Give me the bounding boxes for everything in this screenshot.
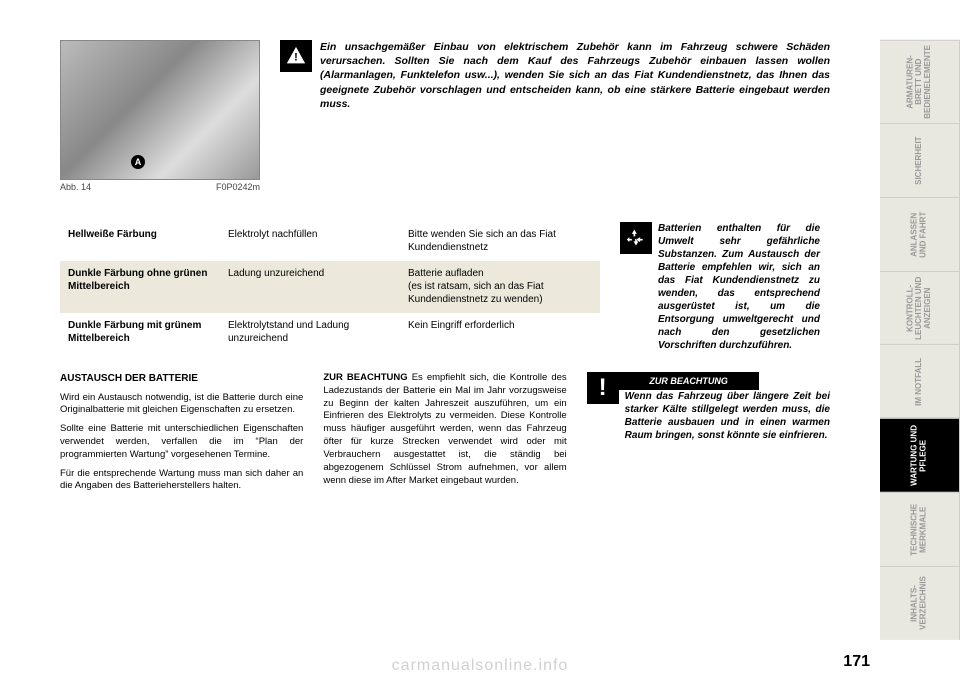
cell-2-1: Elektrolytstand und Ladung unzureichend [220, 313, 400, 352]
top-warning-box: ! Ein unsachgemäßer Einbau von elektrisc… [280, 40, 830, 192]
figure-caption: Abb. 14 F0P0242m [60, 182, 260, 192]
col-left-p2: Sollte eine Batterie mit unterschiedlich… [60, 423, 303, 461]
tab-anlassen[interactable]: ANLASSEN UND FAHRT [880, 197, 960, 271]
col-left-heading: AUSTAUSCH DER BATTERIE [60, 372, 303, 386]
cell-2-0: Dunkle Färbung mit grünem Mittelbereich [60, 313, 220, 352]
col-right: ZUR BEACHTUNG ! Wenn das Fahrzeug über l… [587, 372, 830, 499]
tab-im-notfall[interactable]: IM NOTFALL [880, 344, 960, 418]
table-row: Hellweiße Färbung Elektrolyt nachfüllen … [60, 222, 830, 352]
tab-kontrollleuchten[interactable]: KONTROLL- LEUCHTEN UND ANZEIGEN [880, 271, 960, 345]
cell-0-2: Bitte wenden Sie sich an das Fiat Kunden… [400, 222, 600, 261]
svg-text:!: ! [294, 52, 298, 64]
cell-1-2: Batterie aufladen (es ist ratsam, sich a… [400, 261, 600, 313]
top-warning-text: Ein unsachgemäßer Einbau von elektrische… [320, 40, 830, 192]
attention-header: ZUR BEACHTUNG [587, 372, 830, 390]
cell-0-0: Hellweiße Färbung [60, 222, 220, 261]
top-row: A Abb. 14 F0P0242m ! Ein unsachgemäßer E… [60, 40, 830, 192]
battery-table: Hellweiße Färbung Elektrolyt nachfüllen … [60, 222, 600, 352]
eco-text: Batterien enthalten für die Umwelt sehr … [658, 222, 820, 352]
col-left-p1: Wird ein Austausch notwendig, ist die Ba… [60, 392, 303, 418]
table-row-2: Dunkle Färbung mit grünem Mittelbereich … [60, 313, 600, 352]
figure-block: A Abb. 14 F0P0242m [60, 40, 260, 192]
table-row-0: Hellweiße Färbung Elektrolyt nachfüllen … [60, 222, 600, 261]
figure-caption-left: Abb. 14 [60, 182, 91, 192]
attention-text: Wenn das Fahrzeug über längere Zeit bei … [625, 390, 830, 442]
cell-0-1: Elektrolyt nachfüllen [220, 222, 400, 261]
attention-tab: ZUR BEACHTUNG [619, 372, 759, 390]
table-row-1: Dunkle Färbung ohne grünen Mittelbereich… [60, 261, 600, 313]
tab-armaturen[interactable]: ARMATUREN- BRETT UND BEDIENELEMENTE [880, 40, 960, 123]
col-left: AUSTAUSCH DER BATTERIE Wird ein Austausc… [60, 372, 303, 499]
cell-1-1: Ladung unzureichend [220, 261, 400, 313]
cell-2-2: Kein Eingriff erforderlich [400, 313, 600, 352]
col-mid-lead: ZUR BEACHTUNG [323, 372, 407, 383]
tab-wartung[interactable]: WARTUNG UND PFLEGE [880, 418, 960, 492]
tab-sicherheit[interactable]: SICHERHEIT [880, 123, 960, 197]
cell-1-0: Dunkle Färbung ohne grünen Mittelbereich [60, 261, 220, 313]
page-content: A Abb. 14 F0P0242m ! Ein unsachgemäßer E… [60, 40, 830, 640]
figure-caption-right: F0P0242m [216, 182, 260, 192]
col-left-p3: Für die entsprechende Wartung muss man s… [60, 468, 303, 494]
warning-triangle-icon: ! [280, 40, 312, 72]
section-tabs: ARMATUREN- BRETT UND BEDIENELEMENTE SICH… [880, 40, 960, 640]
col-mid: ZUR BEACHTUNG Es empfiehlt sich, die Kon… [323, 372, 566, 499]
tab-technische[interactable]: TECHNISCHE MERKMALE [880, 492, 960, 566]
attention-box: ZUR BEACHTUNG ! Wenn das Fahrzeug über l… [587, 372, 830, 442]
eco-box: Batterien enthalten für die Umwelt sehr … [620, 222, 820, 352]
col-mid-body: Es empfiehlt sich, die Kontrolle des Lad… [323, 372, 566, 486]
exclamation-icon: ! [587, 372, 619, 404]
figure-marker-a: A [131, 155, 145, 169]
body-row: AUSTAUSCH DER BATTERIE Wird ein Austausc… [60, 372, 830, 499]
col-mid-text: ZUR BEACHTUNG Es empfiehlt sich, die Kon… [323, 372, 566, 487]
tab-inhalt[interactable]: INHALTS- VERZEICHNIS [880, 566, 960, 640]
battery-figure: A [60, 40, 260, 180]
attention-body: ! Wenn das Fahrzeug über längere Zeit be… [587, 390, 830, 442]
watermark: carmanualsonline.info [0, 657, 960, 675]
recycle-icon [620, 222, 652, 254]
